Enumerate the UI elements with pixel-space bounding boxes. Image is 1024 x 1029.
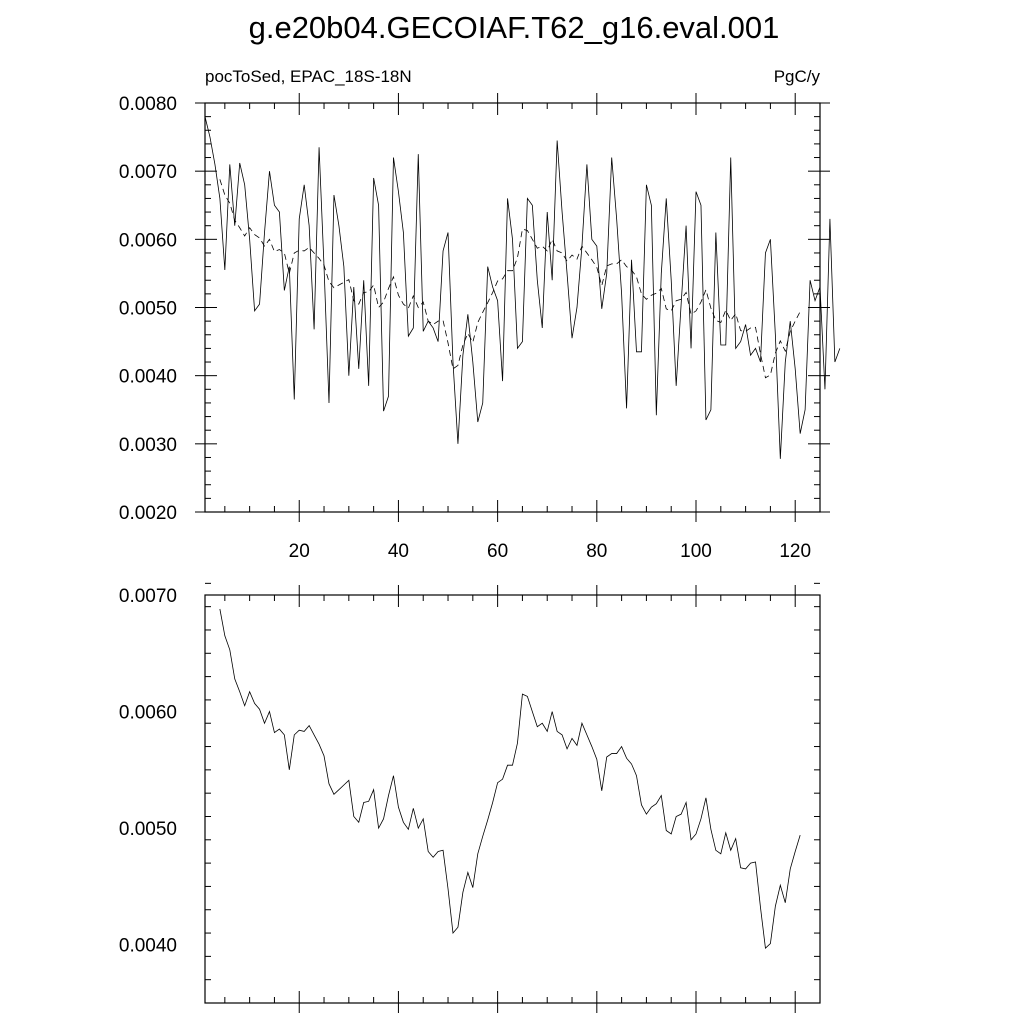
- series-line: [204, 116, 841, 459]
- bottom-panel: 0.0040 0.0050 0.0060 0.0070: [119, 582, 821, 1013]
- variable-region-label: pocToSed, EPAC_18S-18N: [205, 67, 412, 86]
- units-label: PgC/y: [774, 67, 821, 86]
- y-tick-label: 0.0050: [119, 299, 177, 320]
- y-tick-label: 0.0060: [119, 703, 177, 724]
- x-tick-label: 120: [779, 541, 811, 562]
- x-tick-label: 80: [586, 541, 607, 562]
- x-tick-label: 40: [388, 541, 409, 562]
- y-tick-label: 0.0050: [119, 819, 177, 840]
- y-tick-label: 0.0070: [119, 162, 177, 183]
- smoothed-series-line: [219, 179, 801, 379]
- y-tick-label: 0.0060: [119, 230, 177, 251]
- y-tick-label: 0.0030: [119, 435, 177, 456]
- x-tick-label: 100: [680, 541, 712, 562]
- y-tick-label: 0.0040: [119, 367, 177, 388]
- series-line: [219, 608, 801, 950]
- top-panel: 20 40 60 80 100 120 0.0020 0.0030 0.0040 0.0050 0.…: [119, 67, 841, 562]
- y-tick-label: 0.0040: [119, 936, 177, 957]
- x-tick-label: 60: [487, 541, 508, 562]
- y-tick-label: 0.0020: [119, 503, 177, 524]
- y-tick-label: 0.0080: [119, 94, 177, 115]
- chart-title: g.e20b04.GECOIAF.T62_g16.eval.001: [249, 10, 780, 45]
- plot-frame: [204, 594, 821, 1004]
- y-tick-label: 0.0070: [119, 586, 177, 607]
- x-tick-label: 20: [289, 541, 310, 562]
- plot-frame: [204, 102, 821, 513]
